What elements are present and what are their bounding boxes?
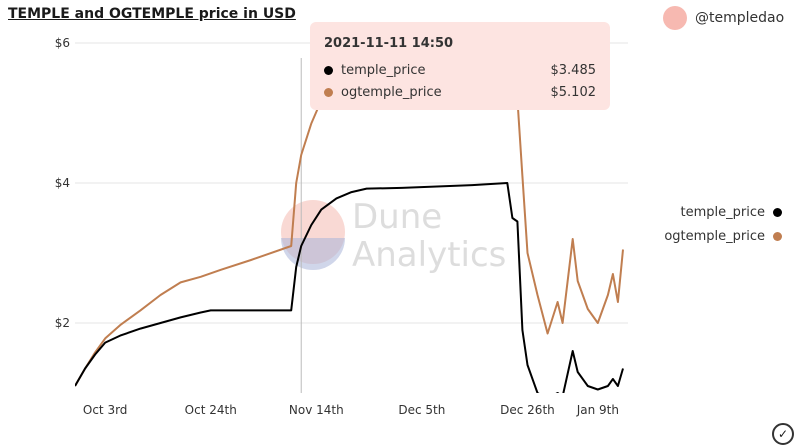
x-tick-label: Nov 14th [289, 403, 344, 417]
x-tick-label: Oct 24th [185, 403, 237, 417]
y-tick-label: $4 [55, 176, 70, 190]
tooltip-temple-name: temple_price [341, 63, 426, 78]
legend-item-temple[interactable]: temple_price [681, 205, 782, 220]
x-tick-label: Jan 9th [576, 403, 619, 417]
y-tick-label: $2 [55, 316, 70, 330]
tooltip-ogtemple-value: $5.102 [550, 85, 597, 100]
legend-ogtemple-dot-icon [773, 232, 782, 241]
x-tick-label: Dec 5th [398, 403, 445, 417]
watermark-line1: Dune [352, 197, 442, 237]
tooltip-temple-dot-icon [324, 66, 333, 75]
brand-handle: @templedao [695, 10, 785, 26]
x-tick-label: Oct 3rd [83, 403, 128, 417]
watermark: Dune Analytics [281, 197, 506, 275]
tooltip-temple-value: $3.485 [550, 63, 597, 78]
legend-ogtemple-label: ogtemple_price [664, 229, 765, 244]
series-line-temple-price [75, 182, 624, 393]
x-tick-label: Dec 26th [500, 403, 555, 417]
brand-avatar-icon [663, 6, 687, 30]
tooltip-ogtemple-dot-icon [324, 88, 333, 97]
legend-item-ogtemple[interactable]: ogtemple_price [664, 229, 782, 244]
tooltip-row-ogtemple: ogtemple_price $5.102 [324, 85, 596, 100]
legend-temple-dot-icon [773, 208, 782, 217]
y-tick-label: $6 [55, 36, 70, 50]
check-circle-icon[interactable]: ✓ [772, 423, 794, 445]
tooltip-row-temple: temple_price $3.485 [324, 63, 596, 78]
tick-layer: $2 $4 $6 Oct 3rd Oct 24th Nov 14th Dec 5th Dec … [55, 36, 619, 417]
tooltip-date: 2021-11-11 14:50 [324, 36, 454, 51]
brand-badge[interactable]: @templedao [663, 6, 784, 30]
tooltip-ogtemple-name: ogtemple_price [341, 85, 442, 100]
watermark-line2: Analytics [352, 235, 506, 275]
legend-temple-label: temple_price [680, 205, 765, 220]
hover-tooltip: 2021-11-11 14:50 temple_price $3.485 ogt… [310, 22, 610, 110]
chart-title: TEMPLE and OGTEMPLE price in USD [8, 6, 296, 22]
